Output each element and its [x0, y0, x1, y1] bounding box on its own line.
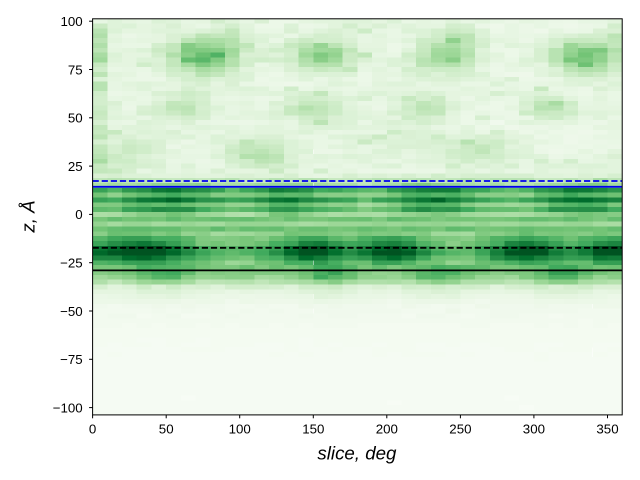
svg-text:300: 300: [523, 421, 545, 436]
svg-text:0: 0: [75, 207, 82, 222]
svg-text:50: 50: [68, 111, 83, 126]
svg-text:50: 50: [159, 421, 174, 436]
svg-text:100: 100: [61, 14, 83, 29]
svg-text:75: 75: [68, 62, 83, 77]
svg-text:250: 250: [449, 421, 471, 436]
svg-text:slice, deg: slice, deg: [317, 443, 397, 464]
svg-text:−100: −100: [53, 400, 83, 415]
svg-text:0: 0: [89, 421, 96, 436]
svg-text:350: 350: [596, 421, 618, 436]
svg-text:25: 25: [68, 159, 83, 174]
svg-text:150: 150: [302, 421, 324, 436]
svg-text:−50: −50: [60, 304, 83, 319]
svg-text:−25: −25: [60, 256, 83, 271]
svg-text:100: 100: [229, 421, 251, 436]
svg-text:200: 200: [376, 421, 398, 436]
svg-text:−75: −75: [60, 352, 83, 367]
svg-text:z, Å: z, Å: [18, 200, 39, 233]
